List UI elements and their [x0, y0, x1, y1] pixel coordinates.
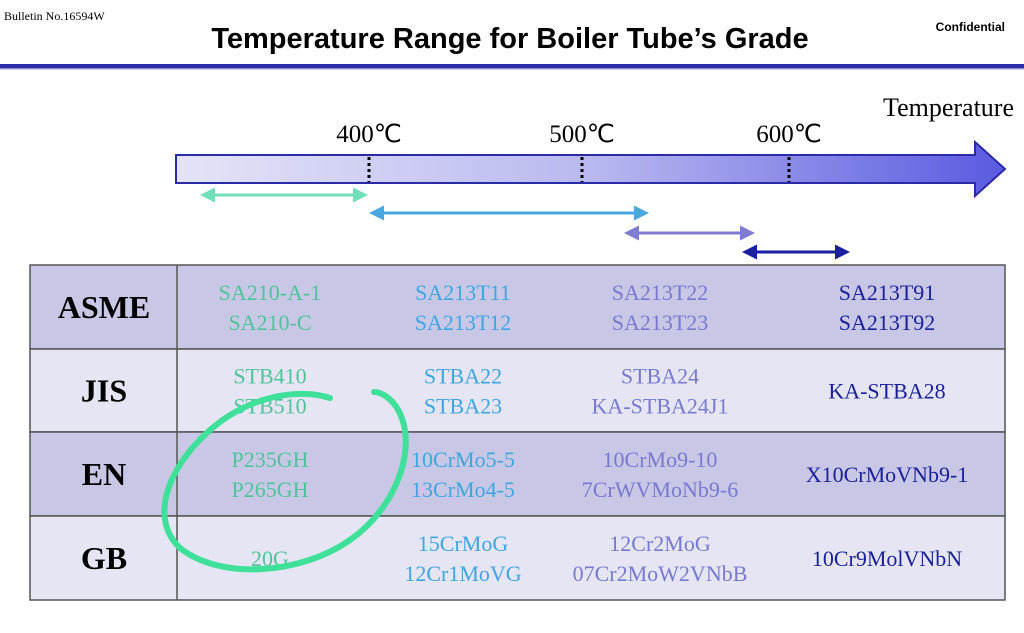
grade: SA213T91 — [839, 280, 936, 305]
grade: 15CrMoG — [418, 531, 509, 556]
header-rule — [0, 68, 1024, 70]
hand-drawn-circle — [161, 389, 409, 573]
grade: 07Cr2MoW2VNbB — [573, 561, 748, 586]
header-rule — [0, 64, 1024, 68]
standard: GB — [81, 540, 127, 576]
grade: STBA22 — [424, 364, 502, 389]
grade: 7CrWVMoNb9-6 — [582, 477, 738, 502]
standard: JIS — [81, 373, 127, 409]
row-bg — [29, 348, 1006, 433]
grade: SA213T22 — [612, 280, 709, 305]
grade: SA213T23 — [612, 310, 709, 335]
grade: P265GH — [231, 477, 308, 502]
grade: 10Cr9MolVNbN — [812, 546, 962, 571]
grade: SA213T12 — [415, 310, 512, 335]
temperature-mark: 600℃ — [756, 121, 822, 148]
grade: KA-STBA28 — [828, 379, 945, 404]
axis-label: Temperature — [883, 93, 1014, 122]
grade: X10CrMoVNb9-1 — [806, 462, 969, 487]
grade: STBA24 — [621, 364, 699, 389]
bulletin: Bulletin No.16594W — [4, 9, 105, 23]
range-arrows — [200, 187, 850, 260]
grade: SA213T11 — [415, 280, 511, 305]
confidential: Confidential — [936, 20, 1005, 34]
grade: 12Cr2MoG — [609, 531, 711, 556]
grade: 13CrMo4-5 — [411, 477, 515, 502]
grade: 10CrMo5-5 — [411, 447, 515, 472]
grade: 12Cr1MoVG — [404, 561, 521, 586]
grade: KA-STBA24J1 — [592, 394, 729, 419]
grade: SA213T92 — [839, 310, 936, 335]
grade: SA210-A-1 — [219, 280, 322, 305]
grade: 10CrMo9-10 — [603, 447, 718, 472]
standard: EN — [82, 456, 126, 492]
title: Temperature Range for Boiler Tube’s Grad… — [211, 23, 808, 55]
grade: P235GH — [231, 447, 308, 472]
grade: STBA23 — [424, 394, 502, 419]
grade: SA210-C — [228, 310, 311, 335]
temperature-mark: 400℃ — [336, 121, 402, 148]
grade: STB410 — [233, 364, 306, 389]
temperature-arrow — [175, 139, 1007, 199]
temperature-mark: 500℃ — [549, 121, 615, 148]
standard: ASME — [58, 289, 150, 325]
